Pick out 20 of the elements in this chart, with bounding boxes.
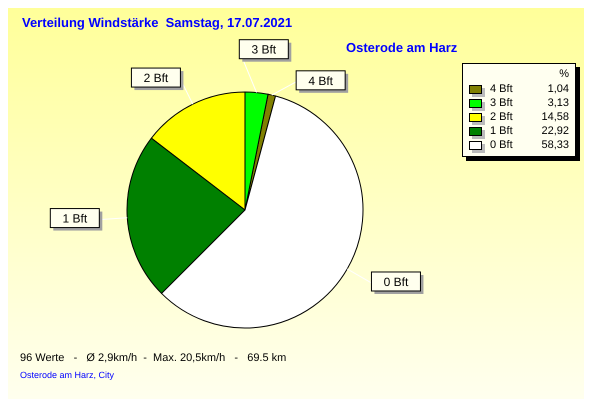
chart-title: Verteilung Windstärke Samstag, 17.07.2021 xyxy=(22,15,292,30)
legend-label: 4 Bft xyxy=(490,83,514,95)
legend-label: 2 Bft xyxy=(490,111,514,123)
legend-label: 1 Bft xyxy=(490,125,514,137)
slice-label: 4 Bft xyxy=(308,74,334,88)
data-label: 58,33 xyxy=(540,139,569,151)
text: 96 Werte - Ø 2,9km/h - Max. 20,5km/h - 69.5 km xyxy=(20,352,286,364)
slice-label: 2 Bft xyxy=(144,71,169,86)
data-label: 1,04 xyxy=(546,83,569,95)
data-label: 22,92 xyxy=(540,125,569,137)
slice-label: 3 Bft xyxy=(251,42,277,57)
slice-label: 0 Bft xyxy=(384,274,409,289)
legend-title: % xyxy=(558,68,569,80)
legend-label: 3 Bft xyxy=(490,97,514,109)
data-label: 3,13 xyxy=(546,97,569,109)
data-label: 14,58 xyxy=(540,111,569,123)
legend-label: 0 Bft xyxy=(490,139,514,151)
slice-label: 1 Bft xyxy=(62,212,88,226)
text: Osterode am Harz, City xyxy=(20,370,114,380)
chart-subtitle: Osterode am Harz xyxy=(346,40,458,55)
